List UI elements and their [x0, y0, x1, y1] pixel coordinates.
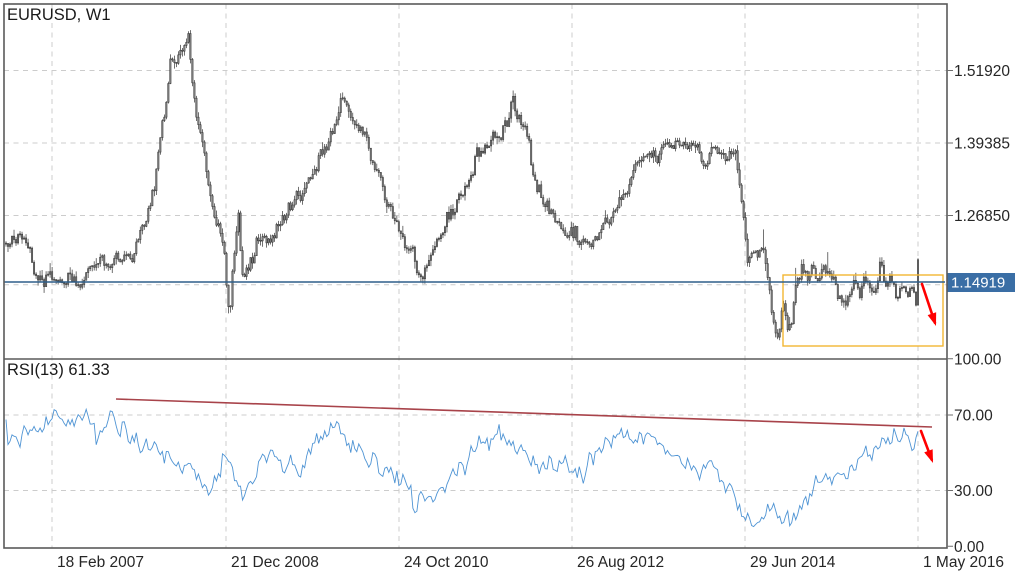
svg-text:70.00: 70.00 — [954, 408, 993, 425]
svg-text:100.00: 100.00 — [954, 351, 1002, 368]
svg-text:1.39385: 1.39385 — [954, 136, 1010, 153]
svg-text:24 Oct 2010: 24 Oct 2010 — [404, 554, 489, 571]
svg-text:30.00: 30.00 — [954, 483, 993, 500]
svg-text:EURUSD, W1: EURUSD, W1 — [7, 6, 111, 24]
svg-text:1.26850: 1.26850 — [954, 208, 1010, 225]
svg-text:RSI(13) 61.33: RSI(13) 61.33 — [7, 361, 110, 379]
svg-text:29 Jun 2014: 29 Jun 2014 — [750, 554, 836, 571]
svg-text:26 Aug 2012: 26 Aug 2012 — [577, 554, 664, 571]
svg-text:21 Dec 2008: 21 Dec 2008 — [231, 554, 319, 571]
svg-text:1.14919: 1.14919 — [951, 275, 1005, 292]
svg-text:1.51920: 1.51920 — [954, 63, 1010, 80]
svg-text:18 Feb 2007: 18 Feb 2007 — [57, 554, 144, 571]
svg-text:1 May 2016: 1 May 2016 — [923, 554, 1004, 571]
